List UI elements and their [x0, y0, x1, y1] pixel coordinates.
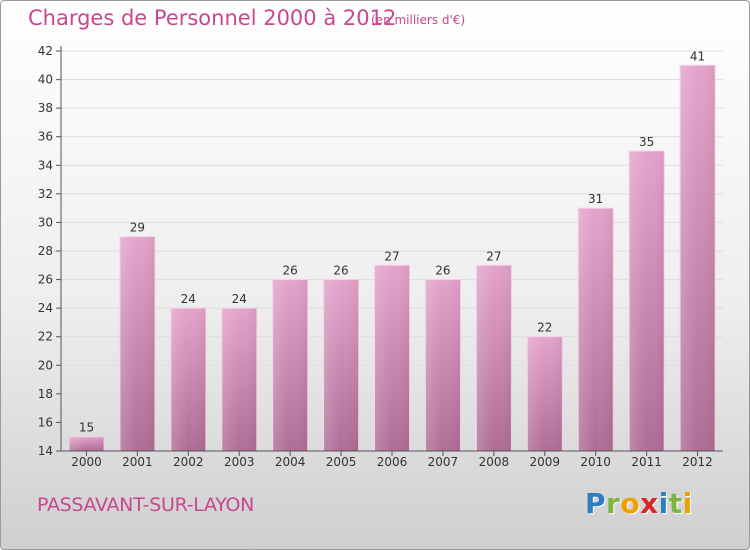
logo-letter: x — [640, 487, 659, 520]
y-tick-label: 36 — [38, 130, 53, 144]
x-tick-label: 2002 — [173, 455, 204, 469]
data-label: 27 — [384, 249, 399, 263]
bar-shine — [272, 279, 308, 451]
bars — [68, 64, 716, 452]
y-tick-label: 14 — [38, 444, 53, 458]
chart-subtitle: (en milliers d'€) — [371, 13, 466, 27]
x-tick-label: 2010 — [580, 455, 611, 469]
x-tick-label: 2007 — [428, 455, 459, 469]
data-label: 41 — [690, 49, 705, 63]
x-tick-label: 2004 — [275, 455, 306, 469]
y-tick-label: 38 — [38, 101, 53, 115]
logo-letter: r — [606, 487, 621, 520]
proxiti-logo: Proxiti — [585, 487, 693, 520]
x-tick-label: 2009 — [529, 455, 560, 469]
bar-shine — [476, 265, 512, 451]
data-label: 24 — [181, 292, 196, 306]
y-tick-label: 20 — [38, 358, 53, 372]
data-label: 26 — [435, 264, 450, 278]
bar-2011 — [628, 150, 665, 452]
y-tick-label: 32 — [38, 187, 53, 201]
data-label: 31 — [588, 192, 603, 206]
bar-shine — [629, 151, 665, 451]
x-tick-label: 2012 — [682, 455, 713, 469]
data-labels: 15 29 24 24 26 26 27 26 27 22 31 35 41 — [79, 49, 705, 434]
y-tick-label: 22 — [38, 330, 53, 344]
bar-shine — [374, 265, 410, 451]
data-label: 29 — [130, 221, 145, 235]
bar-2006 — [374, 264, 410, 452]
y-axis-ticks: 14 16 18 20 22 24 26 28 30 32 34 36 38 40 42 — [38, 44, 61, 458]
logo-letter: i — [682, 487, 693, 520]
bar-shine — [680, 65, 716, 452]
x-tick-label: 2001 — [122, 455, 153, 469]
bar-2000 — [68, 436, 105, 452]
y-tick-label: 30 — [38, 215, 53, 229]
logo-letter: i — [658, 487, 669, 520]
bar-2009 — [526, 336, 563, 452]
data-label: 22 — [537, 321, 552, 335]
y-tick-label: 24 — [38, 301, 53, 315]
x-tick-label: 2000 — [71, 455, 102, 469]
bar-2008 — [475, 264, 512, 452]
bar-2012 — [679, 64, 716, 452]
x-tick-label: 2003 — [224, 455, 255, 469]
bar-shine — [578, 208, 614, 451]
logo-letter: o — [620, 487, 641, 520]
data-label: 26 — [333, 264, 348, 278]
bar-shine — [221, 308, 257, 451]
commune-name: PASSAVANT-SUR-LAYON — [37, 494, 255, 516]
bar-2005 — [323, 279, 360, 452]
data-label: 15 — [79, 421, 94, 435]
bar-shine — [527, 336, 563, 451]
bar-2007 — [424, 279, 461, 452]
bar-shine — [170, 308, 206, 451]
bar-shine — [119, 236, 155, 451]
bar-shine — [68, 436, 104, 451]
y-tick-label: 18 — [38, 387, 53, 401]
x-tick-label: 2008 — [479, 455, 510, 469]
bar-2002 — [170, 307, 207, 452]
data-label: 26 — [283, 264, 298, 278]
x-tick-label: 2005 — [326, 455, 357, 469]
y-tick-label: 16 — [38, 415, 53, 429]
y-tick-label: 26 — [38, 273, 53, 287]
y-tick-label: 28 — [38, 244, 53, 258]
logo-letter: P — [585, 487, 607, 520]
x-tick-label: 2011 — [631, 455, 662, 469]
chart-title: Charges de Personnel 2000 à 2012 — [28, 6, 397, 30]
data-label: 24 — [232, 292, 247, 306]
y-tick-label: 42 — [38, 44, 53, 58]
data-label: 35 — [639, 135, 654, 149]
bar-shine — [425, 279, 461, 451]
axes — [60, 46, 723, 452]
bar-2010 — [577, 207, 614, 452]
logo-letter: t — [668, 487, 683, 520]
y-tick-label: 40 — [38, 73, 53, 87]
bar-2003 — [221, 307, 258, 452]
x-axis-ticks: 2000 2001 2002 2003 2004 2005 2006 2007 2008 2009… — [71, 451, 713, 469]
bar-2004 — [272, 279, 309, 452]
data-label: 27 — [486, 249, 501, 263]
y-tick-label: 34 — [38, 158, 53, 172]
bar-shine — [323, 279, 359, 451]
bar-2001 — [119, 236, 156, 452]
x-tick-label: 2006 — [377, 455, 408, 469]
